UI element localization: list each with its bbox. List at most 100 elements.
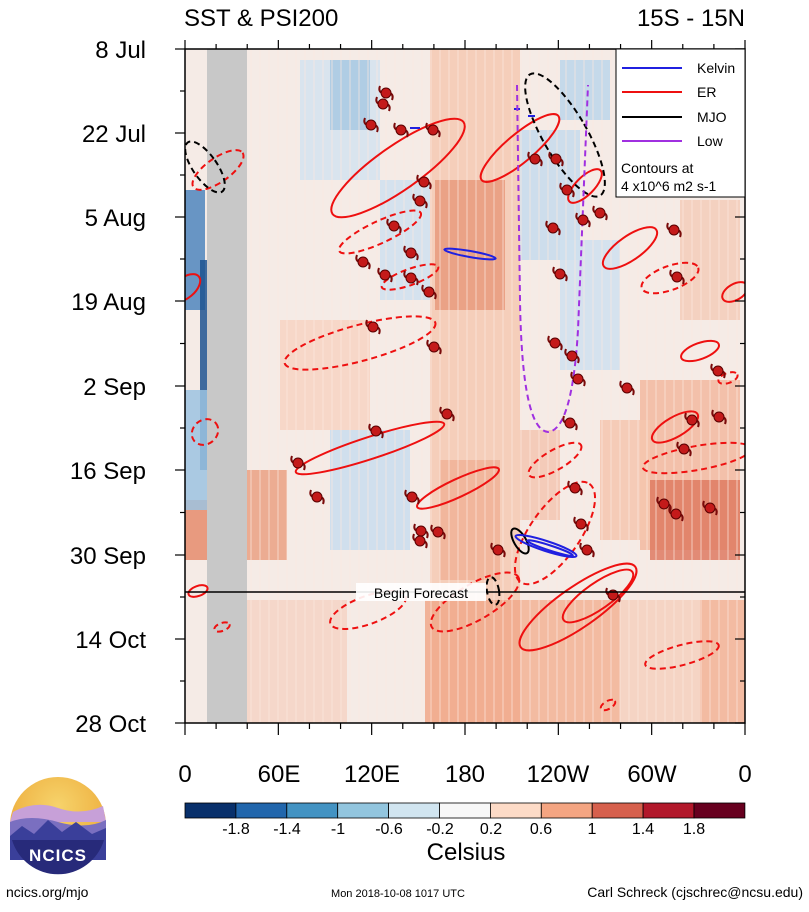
x-tick-label: 180 [445, 761, 485, 788]
legend-label-low: Low [697, 133, 724, 149]
cyclone-eye-icon [415, 525, 427, 537]
y-tick-label: 22 Jul [82, 121, 146, 148]
cyclone-eye-icon [405, 272, 417, 284]
cyclone-marker-icon [377, 267, 393, 283]
cyclone-marker-icon [365, 319, 381, 335]
sst-striation [556, 49, 558, 723]
sst-striation [727, 49, 729, 723]
cyclone-marker-icon [552, 266, 568, 282]
kelvin-contour [526, 539, 574, 557]
x-tick-label: 120W [527, 761, 590, 788]
cyclone-eye-icon [405, 247, 417, 259]
colorbar-swatch [286, 802, 339, 819]
sst-striation [475, 49, 477, 723]
chart-region: 15S - 15N [637, 5, 745, 32]
cyclone-eye-icon [367, 321, 379, 333]
cyclone-eye-icon [370, 425, 382, 437]
cyclone-marker-icon [668, 506, 684, 522]
cyclone-marker-icon [430, 524, 446, 540]
sst-patch [520, 130, 580, 260]
y-tick-label: 14 Oct [75, 627, 146, 654]
cyclone-marker-icon [421, 284, 437, 300]
cyclone-marker-icon [527, 151, 543, 167]
cyclone-marker-icon [403, 270, 419, 286]
er-contour-negative [644, 640, 720, 670]
sst-patch [425, 600, 520, 723]
er-contour [561, 568, 635, 624]
sst-striation [646, 49, 648, 723]
cyclone-marker-icon [676, 441, 692, 457]
ncics-logo: NCICS [10, 777, 106, 875]
er-contour-negative [190, 418, 220, 446]
y-tick-label: 16 Sep [70, 458, 146, 485]
sst-striation [331, 49, 333, 723]
mjo-contour-negative [524, 72, 606, 198]
cyclone-marker-icon [579, 542, 595, 558]
er-contour-negative [283, 315, 437, 371]
cyclone-eye-icon [670, 508, 682, 520]
sst-striation [358, 49, 360, 723]
cyclone-eye-icon [572, 373, 584, 385]
colorbar-tick-label: -1.4 [273, 821, 301, 838]
kelvin-contour [443, 247, 497, 261]
legend-label-er: ER [697, 84, 716, 100]
sst-patch [185, 390, 207, 510]
er-contour [650, 410, 700, 444]
sst-patch [280, 320, 370, 430]
colorbar-tick-label: -0.2 [426, 821, 454, 838]
sst-striation [304, 49, 306, 723]
sst-striation [502, 49, 504, 723]
cyclone-eye-icon [388, 220, 400, 232]
cyclone-eye-icon [658, 498, 670, 510]
cyclone-marker-icon [355, 254, 371, 270]
logo-text: NCICS [29, 846, 87, 865]
sst-patch [247, 470, 287, 560]
cyclone-eye-icon [704, 502, 716, 514]
cyclone-eye-icon [566, 350, 578, 362]
mjo-contour [510, 527, 530, 555]
cyclone-marker-icon [548, 151, 564, 167]
er-contour [330, 117, 466, 219]
er-contour-negative [599, 698, 617, 712]
sst-striation [574, 49, 576, 723]
cyclone-eye-icon [292, 457, 304, 469]
cyclone-marker-icon [378, 85, 394, 101]
sst-patch [650, 480, 740, 560]
cyclone-eye-icon [569, 482, 581, 494]
sst-striation [529, 49, 531, 723]
cyclone-marker-icon [416, 174, 432, 190]
sst-striation [403, 49, 405, 723]
cyclone-eye-icon [365, 119, 377, 131]
colorbar-tick-label: -1.8 [222, 821, 250, 838]
sst-striation [385, 49, 387, 723]
legend-label-mjo: MJO [697, 109, 727, 125]
cyclone-marker-icon [570, 371, 586, 387]
er-contour-negative [527, 441, 583, 479]
mjo-contour-negative [185, 140, 226, 194]
sst-patch [680, 200, 740, 320]
cyclone-marker-icon [386, 218, 402, 234]
forecast-label: Begin Forecast [374, 585, 468, 601]
y-tick-label: 5 Aug [85, 205, 146, 232]
er-contour-negative [641, 441, 745, 475]
cyclone-eye-icon [554, 268, 566, 280]
cyclone-eye-icon [428, 341, 440, 353]
axis-ticks [175, 40, 746, 735]
cyclone-marker-icon [425, 122, 441, 138]
colorbar-swatch [591, 802, 644, 819]
sst-striation [439, 49, 441, 723]
colorbar-tick-label: 1 [588, 821, 597, 838]
sst-striation [286, 49, 288, 723]
colorbar-tick-label: 0.2 [480, 821, 502, 838]
cyclone-eye-icon [377, 98, 389, 110]
sst-striation [259, 49, 261, 723]
legend-box [615, 48, 746, 198]
colorbar-swatch [388, 802, 440, 819]
sst-striation [367, 49, 369, 723]
cyclone-marker-icon [412, 193, 428, 209]
colorbar-swatch [337, 802, 390, 819]
colorbar-label: Celsius [427, 839, 506, 866]
cyclone-eye-icon [357, 256, 369, 268]
cyclone-marker-icon [363, 117, 379, 133]
x-tick-label: 0 [178, 761, 191, 788]
